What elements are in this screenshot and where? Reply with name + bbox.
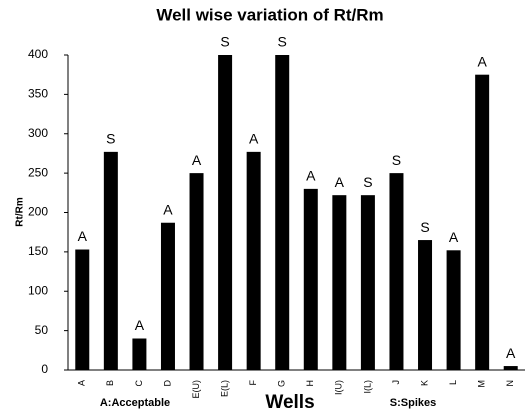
- bar: [275, 55, 290, 370]
- y-tick-label: 100: [28, 283, 48, 297]
- bar: [132, 338, 147, 370]
- bar: [246, 151, 261, 370]
- bar: [75, 249, 90, 370]
- bar: [218, 55, 233, 370]
- bar: [303, 188, 318, 370]
- note: S:Spikes: [390, 397, 436, 409]
- x-tick-label: K: [419, 380, 429, 386]
- x-tick-label: C: [134, 380, 144, 387]
- x-tick-label: J: [391, 380, 401, 385]
- x-tick-label: L: [448, 380, 458, 385]
- bar-label: S: [220, 34, 229, 50]
- bar: [418, 240, 433, 370]
- bar: [475, 74, 490, 370]
- bar-label: S: [278, 34, 287, 50]
- y-tick-label: 400: [28, 47, 48, 61]
- bar-label: A: [135, 317, 145, 333]
- x-tick-label: N: [505, 380, 515, 387]
- bar: [332, 195, 347, 370]
- x-tick-label: G: [277, 380, 287, 387]
- bar-label: S: [106, 131, 115, 147]
- y-tick-label: 250: [28, 165, 48, 179]
- x-tick-label: E(U): [191, 380, 201, 399]
- bar-label: S: [392, 152, 401, 168]
- bar-label: S: [363, 174, 372, 190]
- y-tick-label: 350: [28, 87, 48, 101]
- y-tick-label: 200: [28, 205, 48, 219]
- x-tick-label: D: [162, 380, 172, 387]
- x-axis-label: Wells: [265, 392, 314, 413]
- y-tick-label: 50: [35, 323, 49, 337]
- bar-label: A: [192, 152, 202, 168]
- y-tick-label: 300: [28, 126, 48, 140]
- x-tick-label: I(L): [362, 380, 372, 394]
- bar-label: A: [335, 174, 345, 190]
- x-tick-label: A: [77, 380, 87, 386]
- y-tick-label: 0: [41, 362, 48, 376]
- note: A:Acceptable: [100, 397, 170, 409]
- x-tick-label: E(L): [219, 380, 229, 397]
- bar-label: S: [420, 219, 429, 235]
- bar-label: A: [449, 229, 459, 245]
- x-tick-label: B: [105, 380, 115, 386]
- bar: [189, 173, 204, 370]
- x-tick-label: M: [477, 380, 487, 388]
- bar: [446, 250, 461, 370]
- bar-label: A: [249, 131, 259, 147]
- chart-title: Well wise variation of Rt/Rm: [156, 5, 383, 24]
- bar-label: A: [477, 53, 487, 69]
- y-tick-label: 150: [28, 244, 48, 258]
- x-tick-label: H: [305, 380, 315, 387]
- bar: [503, 366, 518, 370]
- bar: [360, 195, 375, 370]
- bar-label: A: [78, 228, 88, 244]
- y-axis-label: Rt/Rm: [15, 197, 26, 227]
- bar: [103, 151, 118, 370]
- bar-label: A: [506, 345, 516, 361]
- x-tick-label: I(U): [334, 380, 344, 395]
- bar-label: A: [306, 168, 316, 184]
- bar: [389, 173, 404, 370]
- bar-label: A: [163, 201, 173, 217]
- bar: [160, 222, 175, 370]
- x-tick-label: F: [248, 380, 258, 386]
